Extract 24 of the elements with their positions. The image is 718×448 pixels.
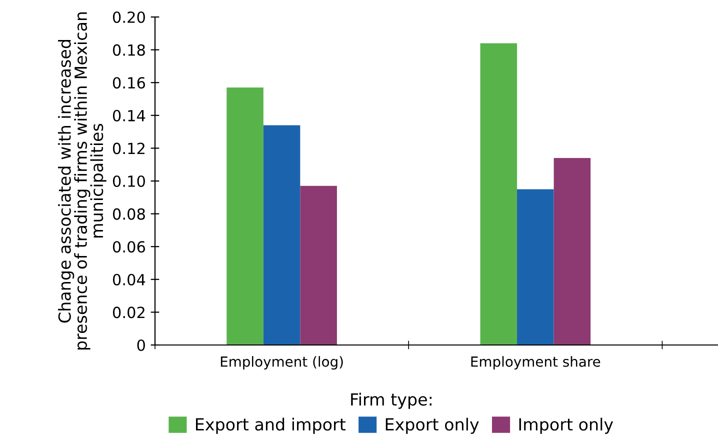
legend-label: Import only xyxy=(519,418,614,434)
legend-title: Firm type: xyxy=(351,392,432,409)
bar xyxy=(554,158,591,345)
bar xyxy=(226,88,264,345)
y-tick-label: 0.20 xyxy=(112,11,145,24)
legend-label: Export only xyxy=(386,418,479,434)
y-tick-label: 0.18 xyxy=(112,44,145,56)
y-tick-label: 0.02 xyxy=(112,306,144,318)
x-tick-label: Employment (log) xyxy=(220,356,343,370)
bar xyxy=(517,189,554,345)
bar xyxy=(263,125,300,345)
y-tick-label: 0.14 xyxy=(112,110,146,122)
legend-label: Export and import xyxy=(196,418,346,434)
y-tick-label: 0.16 xyxy=(112,77,146,89)
bar xyxy=(300,186,337,345)
bar xyxy=(480,43,518,345)
y-tick-label: 0.08 xyxy=(112,208,145,220)
y-tick-label: 0.10 xyxy=(112,175,145,188)
y-tick-label: 0.06 xyxy=(112,241,146,253)
x-tick-label: Employment share xyxy=(471,356,600,370)
y-axis-title: Change associated with increased presence of trading firms within Mexican municipalities xyxy=(58,12,106,350)
y-tick-label: 0 xyxy=(137,339,145,352)
y-tick-label: 0.12 xyxy=(112,142,144,154)
y-tick-label: 0.04 xyxy=(112,274,146,286)
